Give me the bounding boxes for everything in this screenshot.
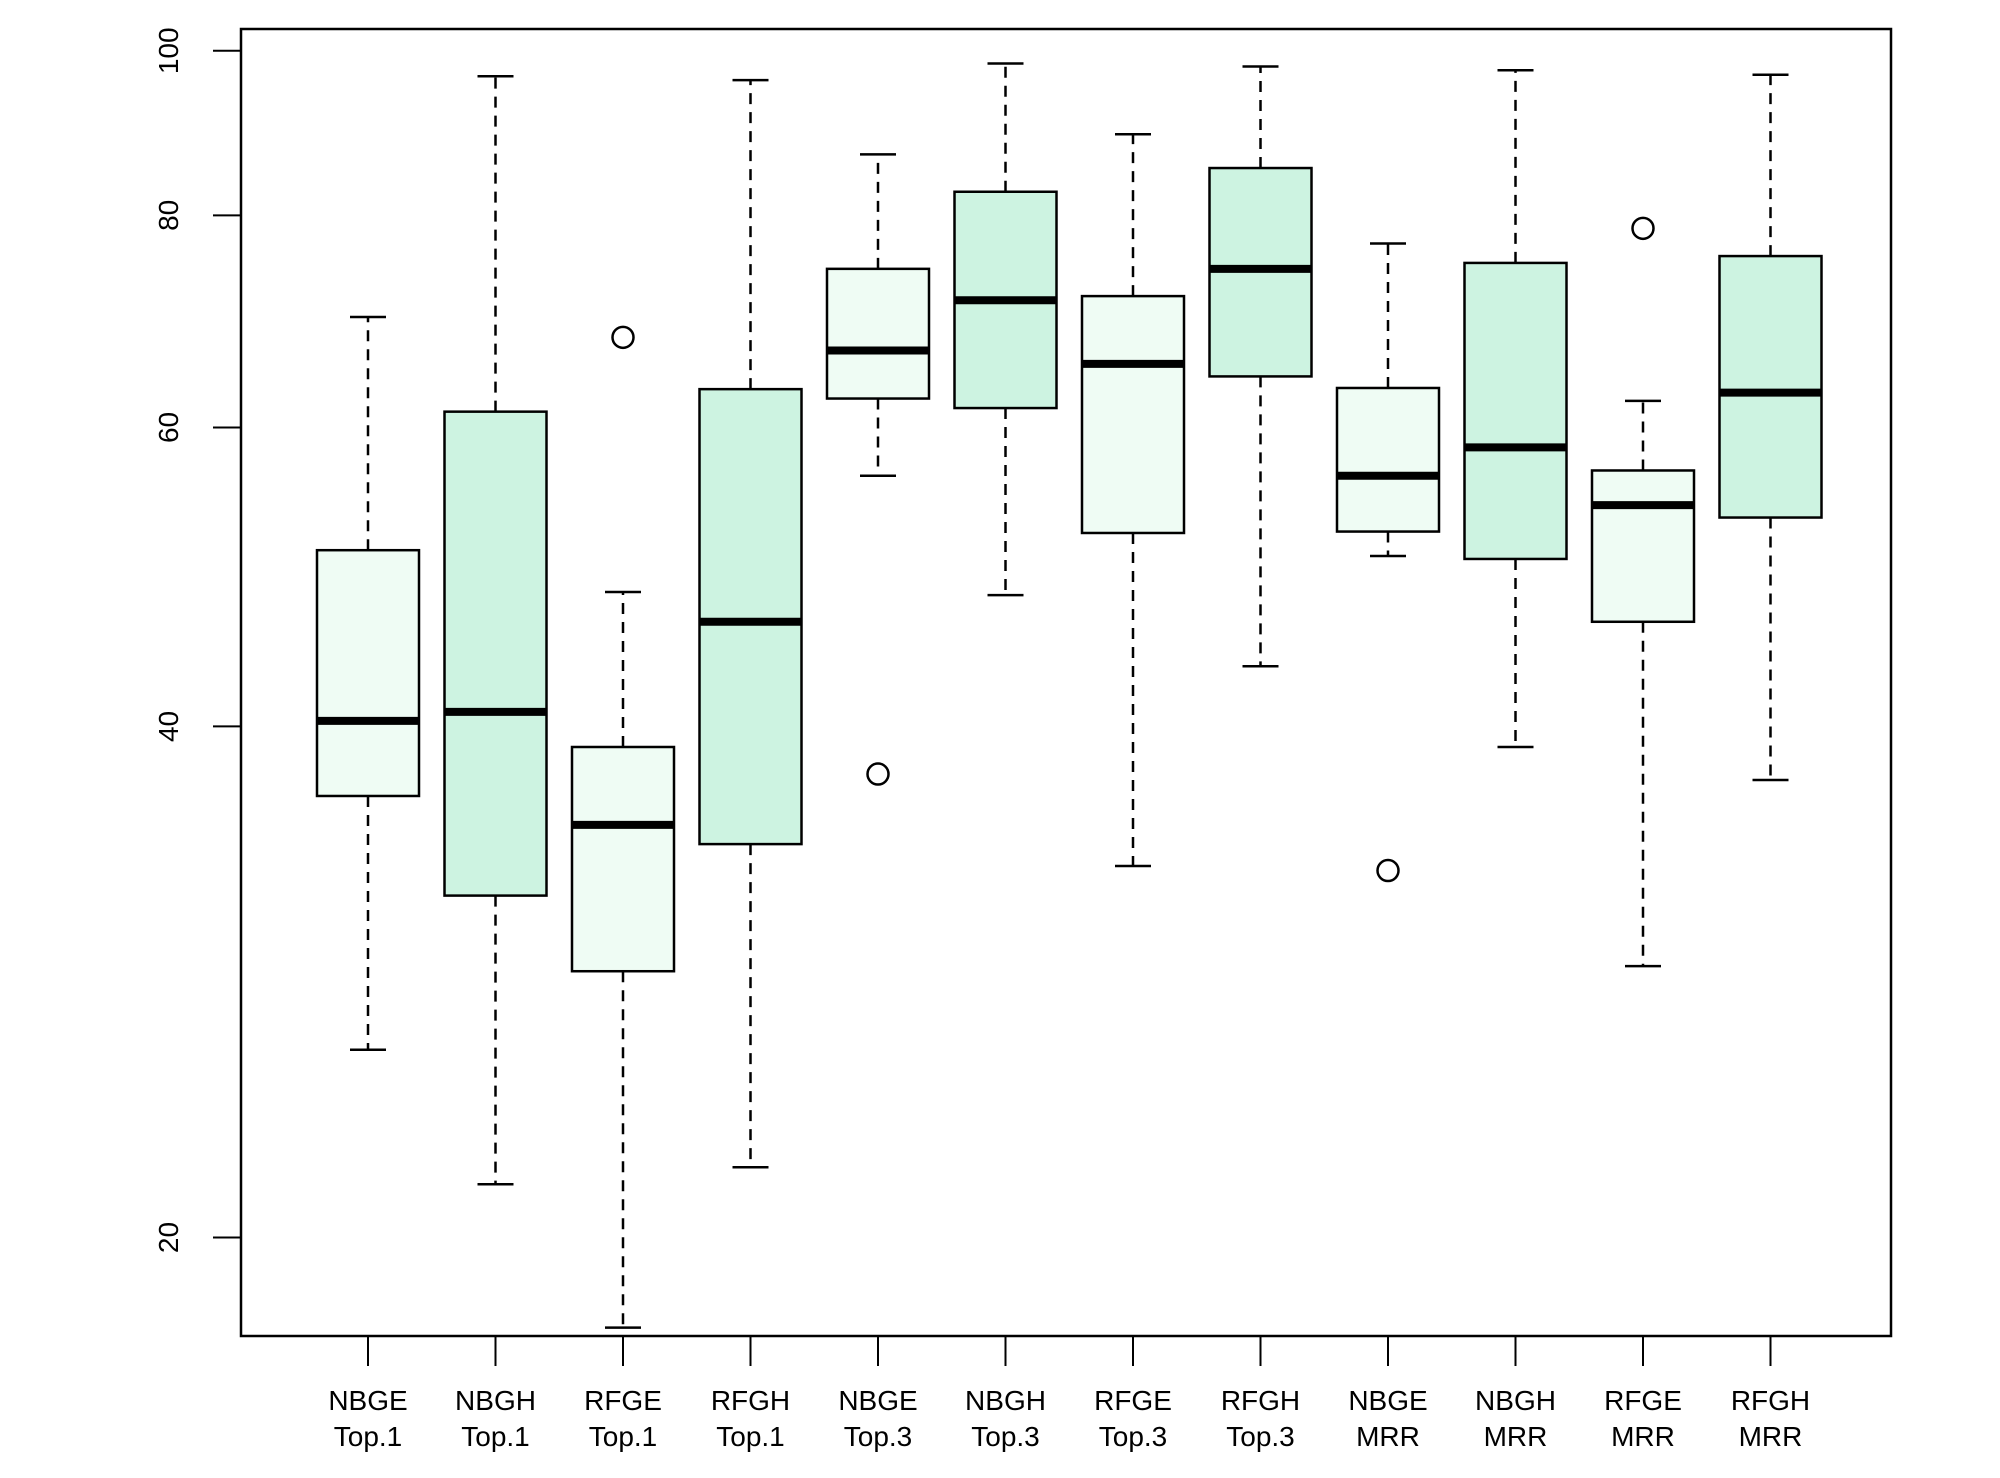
y-axis: 20 40 60 80 100	[153, 27, 241, 1253]
box-group	[953, 62, 1058, 597]
x-tick-label-metric: Top.1	[461, 1421, 530, 1452]
box-group	[315, 315, 421, 1052]
x-tick-label-metric: Top.1	[589, 1421, 658, 1452]
x-tick-label-method: NBGE	[838, 1385, 917, 1416]
x-tick-label-metric: Top.3	[844, 1421, 913, 1452]
x-tick-label-metric: Top.3	[1099, 1421, 1168, 1452]
box-iqr	[1335, 386, 1441, 533]
box-iqr	[1080, 294, 1186, 535]
box-iqr	[1463, 261, 1568, 561]
y-tick-label: 80	[153, 200, 184, 231]
box-iqr	[825, 267, 931, 400]
box-iqr	[1718, 254, 1823, 519]
box-iqr	[315, 548, 421, 798]
y-tick-label: 60	[153, 412, 184, 443]
box-iqr	[443, 410, 548, 897]
x-tick-label-metric: Top.1	[334, 1421, 403, 1452]
x-axis: NBGE Top.1 NBGH Top.1 RFGE Top.1 RFGH Top.1 NBGE…	[328, 1336, 1810, 1452]
box-group	[1335, 242, 1441, 883]
box-group	[1590, 216, 1696, 968]
x-tick-label-metric: MRR	[1739, 1421, 1803, 1452]
x-tick-label-metric: MRR	[1484, 1421, 1548, 1452]
outlier-point	[866, 762, 890, 786]
y-tick-label: 20	[153, 1222, 184, 1253]
x-tick-label-metric: MRR	[1356, 1421, 1420, 1452]
x-tick-label-metric: Top.3	[971, 1421, 1040, 1452]
x-tick-label-metric: Top.3	[1226, 1421, 1295, 1452]
box-iqr	[1590, 469, 1696, 624]
y-tick-label: 40	[153, 711, 184, 742]
y-tick-label: 100	[153, 27, 184, 74]
box-group	[1718, 73, 1823, 782]
box-group	[825, 153, 931, 786]
x-tick-label-method: NBGH	[1475, 1385, 1556, 1416]
box-group	[1463, 68, 1568, 749]
box-group	[570, 325, 676, 1329]
x-tick-label-method: NBGE	[1348, 1385, 1427, 1416]
outlier-point	[611, 325, 635, 350]
box-iqr	[570, 745, 676, 973]
x-tick-label-method: RFGE	[584, 1385, 662, 1416]
box-group	[1080, 132, 1186, 868]
box-group	[698, 78, 803, 1169]
x-tick-label-method: NBGH	[965, 1385, 1046, 1416]
outlier-point	[1376, 858, 1400, 883]
x-tick-label-method: NBGE	[328, 1385, 407, 1416]
x-tick-label-method: RFGH	[711, 1385, 790, 1416]
x-tick-label-metric: Top.1	[716, 1421, 785, 1452]
outlier-point	[1631, 216, 1655, 241]
x-tick-label-metric: MRR	[1611, 1421, 1675, 1452]
x-tick-label-method: NBGH	[455, 1385, 536, 1416]
box-iqr	[698, 387, 803, 846]
x-tick-label-method: RFGH	[1731, 1385, 1810, 1416]
x-tick-label-method: RFGE	[1604, 1385, 1682, 1416]
x-tick-label-method: RFGH	[1221, 1385, 1300, 1416]
x-tick-label-method: RFGE	[1094, 1385, 1172, 1416]
boxes-layer	[315, 62, 1823, 1329]
plot-frame	[239, 27, 1893, 1338]
box-group	[1208, 65, 1313, 668]
box-group	[443, 75, 548, 1186]
